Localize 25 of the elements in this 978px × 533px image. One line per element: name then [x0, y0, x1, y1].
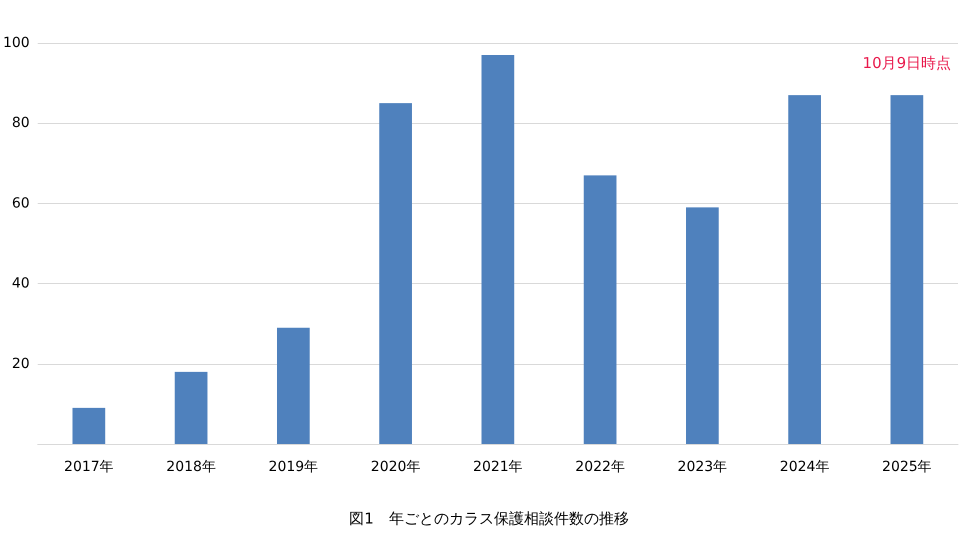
bar [276, 328, 310, 444]
text: 図1 年ごとのカラス保護相談件数の推移 [349, 510, 629, 528]
bar [686, 207, 719, 444]
x-tick-label: 2025年 [882, 459, 932, 475]
x-tick-label: 2018年 [166, 459, 216, 475]
y-tick-label: 80 [12, 115, 30, 132]
bar [890, 95, 924, 444]
y-tick-label: 20 [12, 356, 30, 372]
x-tick-label: 2022年 [575, 459, 625, 475]
x-tick-label: 2017年 [64, 459, 114, 475]
x-tick-label: 2024年 [780, 459, 830, 475]
bar [379, 103, 412, 444]
x-tick-label: 2021年 [473, 459, 523, 475]
x-tick-label: 2020年 [370, 459, 420, 475]
bar [584, 175, 616, 444]
bar [174, 372, 208, 444]
y-tick-label: 60 [12, 195, 30, 212]
bar [72, 408, 106, 444]
bar [788, 95, 821, 444]
bar [482, 55, 514, 444]
y-tick-label: 100 [2, 35, 30, 51]
y-tick-label: 40 [12, 276, 30, 292]
x-tick-label: 2019年 [268, 459, 318, 475]
x-tick-label: 2023年 [678, 459, 728, 475]
annotation: 10月9日時点 [862, 54, 952, 72]
